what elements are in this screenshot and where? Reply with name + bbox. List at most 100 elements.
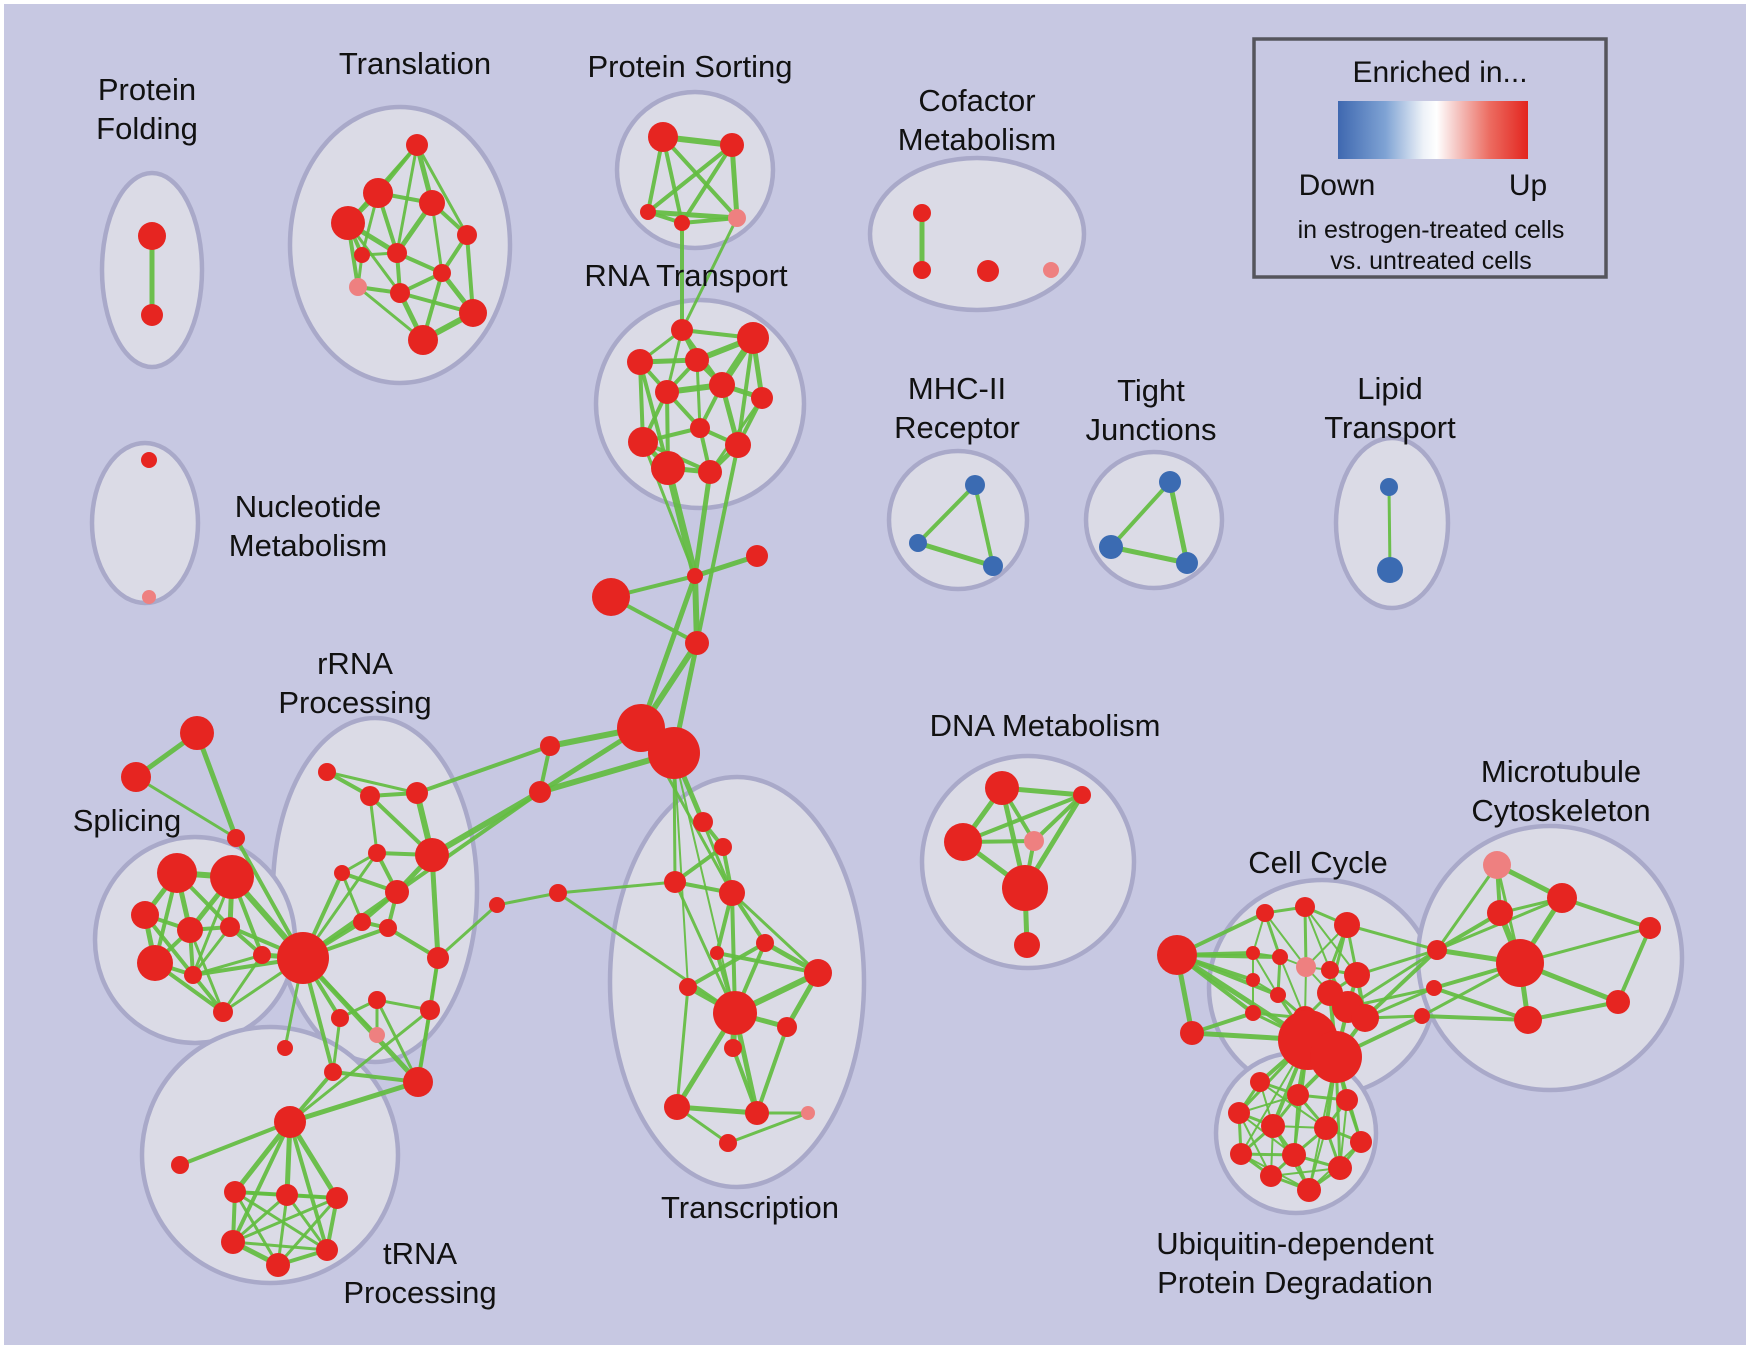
cluster-lipid-transport-label-line1: Lipid (1357, 371, 1423, 406)
network-edge-cc4-cc10 (1252, 952, 1279, 996)
network-edge-u5-u8 (276, 1196, 339, 1267)
network-edge-x7-x12 (675, 985, 690, 1109)
network-edge-r4-r10 (429, 852, 441, 961)
network-node-s1 (157, 853, 197, 893)
network-edge-lt1-lt2 (1387, 485, 1392, 572)
network-node-t3 (627, 349, 653, 375)
network-node-t8 (690, 418, 710, 438)
network-node-r8 (353, 913, 371, 931)
network-node-t4 (685, 348, 709, 372)
cluster-lipid-transport-label-line2: Transport (1324, 410, 1456, 445)
network-node-l2 (1180, 1021, 1204, 1045)
network-node-u8 (266, 1253, 290, 1277)
network-node-cc2 (1295, 897, 1315, 917)
network-edge-u1-u6 (231, 1120, 292, 1244)
network-node-x9 (713, 991, 757, 1035)
network-node-cf3 (977, 260, 999, 282)
network-node-ps1 (648, 122, 678, 152)
cluster-mhc-ii-label-line2: Receptor (894, 410, 1020, 445)
network-node-cc15 (1351, 1004, 1379, 1032)
network-node-x10 (777, 1017, 797, 1037)
network-node-mh2 (909, 534, 927, 552)
network-node-m1 (1483, 851, 1511, 879)
network-node-v9 (1282, 1143, 1306, 1167)
network-node-cn3 (1414, 1008, 1430, 1024)
network-node-cc9 (1246, 973, 1260, 987)
network-node-x14 (801, 1106, 815, 1120)
network-node-mh1 (965, 475, 985, 495)
cluster-cell-cycle-label-line1: Cell Cycle (1248, 845, 1388, 880)
network-edge-c5-r3 (415, 744, 552, 795)
cluster-cofactor-bubble (867, 155, 1087, 313)
network-edge-u1-u7 (288, 1120, 329, 1252)
network-node-t9 (628, 427, 658, 457)
cluster-rrna-processing-label-line1: rRNA (317, 646, 393, 681)
network-node-r18 (277, 1040, 293, 1056)
network-node-tl12 (354, 247, 370, 263)
network-edge-m2-m7 (1560, 896, 1652, 930)
cluster-nucleotide-label-line2: Metabolism (229, 528, 388, 563)
network-node-x5 (756, 934, 774, 952)
network-node-nm2 (142, 590, 156, 604)
network-node-q2 (121, 762, 151, 792)
network-node-c2 (746, 545, 768, 567)
network-node-ps4 (674, 215, 690, 231)
network-node-m4 (1496, 939, 1544, 987)
network-edge-s5-s7 (191, 925, 232, 977)
network-node-m7 (1639, 917, 1661, 939)
network-node-q1 (180, 716, 214, 750)
network-node-d3 (944, 823, 982, 861)
network-node-u2 (171, 1156, 189, 1174)
network-edge-c6-r7 (395, 790, 542, 894)
cluster-mhc-ii-label-line1: MHC-II (908, 371, 1006, 406)
network-node-r10 (427, 947, 449, 969)
network-node-p2 (1310, 1031, 1362, 1083)
network-edge-mh1-mh3 (973, 483, 995, 568)
network-node-d1 (985, 771, 1019, 805)
network-node-r17 (324, 1063, 342, 1081)
network-edge-t11-c1 (664, 464, 699, 580)
network-edge-q1-q3 (194, 730, 239, 841)
network-node-cc13 (1245, 1005, 1261, 1021)
cluster-ubiquitin-label-line2: Protein Degradation (1157, 1265, 1433, 1300)
network-edge-rb2-x9 (556, 891, 737, 1015)
cluster-cofactor-label-line2: Metabolism (898, 122, 1057, 157)
network-node-nm1 (141, 452, 157, 468)
network-node-r12 (420, 1000, 440, 1020)
network-edge-rb2-x3 (556, 880, 677, 895)
network-node-s7 (184, 966, 202, 984)
network-node-l1 (1157, 935, 1197, 975)
network-node-h2 (648, 727, 700, 779)
network-node-x2 (714, 838, 732, 856)
network-node-tl8 (390, 283, 410, 303)
network-edge-ps2-ps4 (680, 143, 734, 225)
network-node-lt2 (1377, 557, 1403, 583)
network-node-x11 (724, 1039, 742, 1057)
network-node-cn1 (1427, 940, 1447, 960)
network-edge-ps3-ps5 (645, 209, 740, 221)
network-node-r5 (368, 844, 386, 862)
legend-caption-line2: vs. untreated cells (1330, 247, 1532, 275)
network-node-x12 (664, 1094, 690, 1120)
network-node-cf2 (913, 261, 931, 279)
network-node-tl3 (331, 206, 365, 240)
cluster-protein-sorting-label-line1: Protein Sorting (587, 49, 792, 84)
network-node-t6 (709, 372, 735, 398)
network-node-tl5 (457, 225, 477, 245)
network-edge-ps4-ps5 (680, 216, 739, 225)
network-edge-ps5-t1 (680, 216, 739, 332)
network-edge-x5-x7 (686, 941, 767, 989)
network-node-x7 (679, 978, 697, 996)
network-edge-cc3-cn1 (1345, 923, 1439, 952)
network-node-d5 (1002, 865, 1048, 911)
cluster-rrna-processing-bubble (270, 715, 480, 1065)
network-node-tl6 (387, 243, 407, 263)
network-node-cc6 (1296, 957, 1316, 977)
cluster-trna-processing-label-line2: Processing (343, 1275, 496, 1310)
network-edge-cc2-cc7 (1304, 906, 1331, 971)
network-node-t2 (737, 322, 769, 354)
cluster-tight-junctions-label-line2: Junctions (1086, 412, 1217, 447)
network-edge-u5-u6 (231, 1196, 339, 1244)
network-node-x6 (710, 946, 724, 960)
